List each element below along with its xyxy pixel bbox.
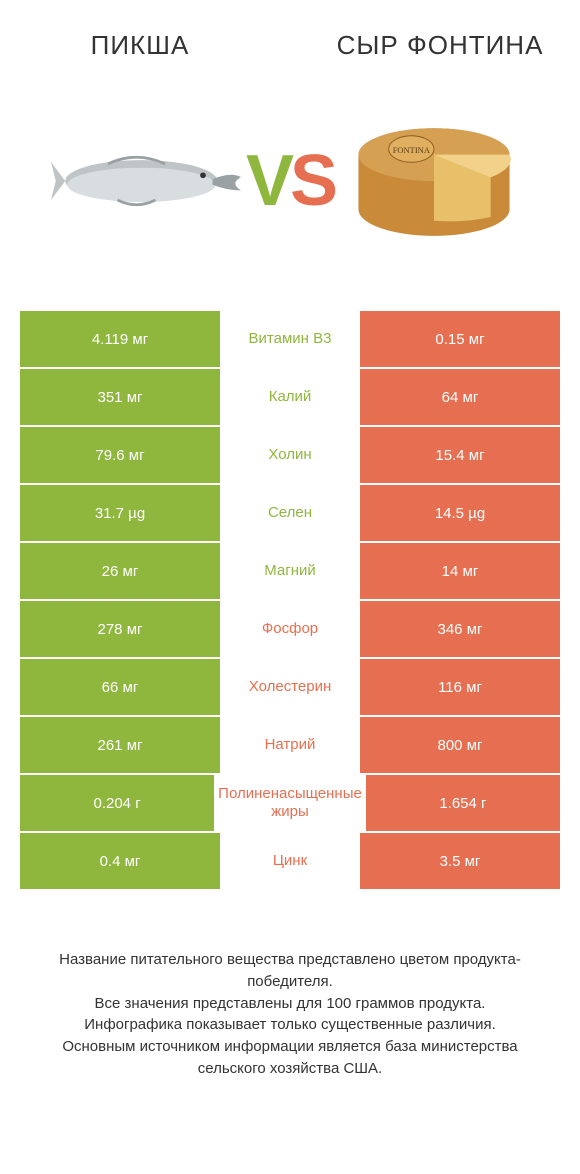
footnote-line: Название питательного вещества представл… <box>30 949 550 993</box>
footnote-line: Все значения представлены для 100 граммо… <box>30 993 550 1015</box>
right-value: 800 мг <box>360 717 560 773</box>
right-value: 64 мг <box>360 369 560 425</box>
nutrient-name: Полиненасыщенные жиры <box>214 775 366 831</box>
footnote-line: Основным источником информации является … <box>30 1036 550 1080</box>
left-value: 26 мг <box>20 543 220 599</box>
infographic-container: ПИКША СЫР ФОНТИНА VS <box>0 0 580 1100</box>
table-row: 26 мгМагний14 мг <box>20 543 560 599</box>
table-row: 351 мгКалий64 мг <box>20 369 560 425</box>
table-row: 0.4 мгЦинк3.5 мг <box>20 833 560 889</box>
footnote: Название питательного вещества представл… <box>20 949 560 1080</box>
footnote-line: Инфографика показывает только существенн… <box>30 1014 550 1036</box>
right-value: 0.15 мг <box>360 311 560 367</box>
table-row: 79.6 мгХолин15.4 мг <box>20 427 560 483</box>
nutrient-name: Фосфор <box>220 601 360 657</box>
table-row: 0.204 гПолиненасыщенные жиры1.654 г <box>20 775 560 831</box>
left-value: 278 мг <box>20 601 220 657</box>
left-value: 351 мг <box>20 369 220 425</box>
comparison-table: 4.119 мгВитамин B30.15 мг351 мгКалий64 м… <box>20 311 560 889</box>
left-value: 261 мг <box>20 717 220 773</box>
left-value: 4.119 мг <box>20 311 220 367</box>
table-row: 278 мгФосфор346 мг <box>20 601 560 657</box>
vs-s: S <box>290 141 334 221</box>
right-value: 116 мг <box>360 659 560 715</box>
table-row: 31.7 µgСелен14.5 µg <box>20 485 560 541</box>
left-value: 66 мг <box>20 659 220 715</box>
right-value: 1.654 г <box>366 775 560 831</box>
right-value: 346 мг <box>360 601 560 657</box>
table-row: 4.119 мгВитамин B30.15 мг <box>20 311 560 367</box>
right-value: 3.5 мг <box>360 833 560 889</box>
nutrient-name: Витамин B3 <box>220 311 360 367</box>
right-value: 15.4 мг <box>360 427 560 483</box>
right-title: СЫР ФОНТИНА <box>320 30 560 61</box>
cheese-icon: FONTINA <box>349 115 519 247</box>
left-image <box>46 91 246 271</box>
nutrient-name: Холин <box>220 427 360 483</box>
left-value: 79.6 мг <box>20 427 220 483</box>
right-value: 14.5 µg <box>360 485 560 541</box>
left-value: 0.204 г <box>20 775 214 831</box>
left-title: ПИКША <box>20 30 260 61</box>
nutrient-name: Магний <box>220 543 360 599</box>
nutrient-name: Натрий <box>220 717 360 773</box>
nutrient-name: Калий <box>220 369 360 425</box>
fish-icon <box>51 143 241 219</box>
nutrient-name: Селен <box>220 485 360 541</box>
left-value: 31.7 µg <box>20 485 220 541</box>
nutrient-name: Холестерин <box>220 659 360 715</box>
vs-label: VS <box>246 140 334 222</box>
table-row: 261 мгНатрий800 мг <box>20 717 560 773</box>
right-image: FONTINA <box>334 91 534 271</box>
right-value: 14 мг <box>360 543 560 599</box>
vs-v: V <box>246 141 290 221</box>
vs-row: VS FONTINA <box>20 81 560 281</box>
left-value: 0.4 мг <box>20 833 220 889</box>
title-row: ПИКША СЫР ФОНТИНА <box>20 30 560 61</box>
table-row: 66 мгХолестерин116 мг <box>20 659 560 715</box>
svg-text:FONTINA: FONTINA <box>393 145 431 155</box>
nutrient-name: Цинк <box>220 833 360 889</box>
